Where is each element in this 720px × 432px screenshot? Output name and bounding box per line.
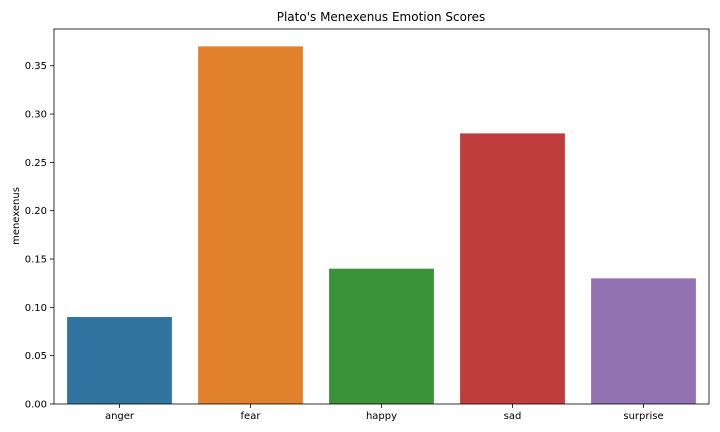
y-tick-label-0.30: 0.30 [25, 110, 47, 121]
y-tick-label-0.10: 0.10 [25, 303, 47, 314]
y-tick-label-0.20: 0.20 [25, 206, 47, 217]
bar-sad [460, 133, 565, 404]
x-tick-label-surprise: surprise [623, 411, 663, 422]
bars-group [67, 46, 696, 404]
x-tick-label-happy: happy [366, 411, 397, 422]
x-tick-label-anger: anger [105, 411, 135, 422]
bar-anger [67, 317, 172, 404]
x-tick-label-fear: fear [241, 411, 262, 422]
plot-frame [53, 28, 710, 405]
y-axis-label: menexenus [11, 187, 22, 245]
chart-title: Plato's Menexenus Emotion Scores [277, 10, 486, 24]
y-tick-label-0.25: 0.25 [25, 158, 47, 169]
y-tick-label-0.35: 0.35 [25, 61, 47, 72]
y-axis: 0.00 0.05 0.10 0.15 0.20 0.25 0.30 0.35 [25, 61, 54, 411]
x-tick-label-sad: sad [504, 411, 522, 422]
y-tick-label-0.05: 0.05 [25, 351, 47, 362]
y-tick-label-0.00: 0.00 [25, 400, 47, 411]
bar-fear [198, 46, 303, 404]
bar-surprise [591, 278, 696, 404]
x-axis: anger fear happy sad surprise [105, 404, 664, 422]
bar-happy [329, 268, 434, 404]
y-tick-label-0.15: 0.15 [25, 255, 47, 266]
